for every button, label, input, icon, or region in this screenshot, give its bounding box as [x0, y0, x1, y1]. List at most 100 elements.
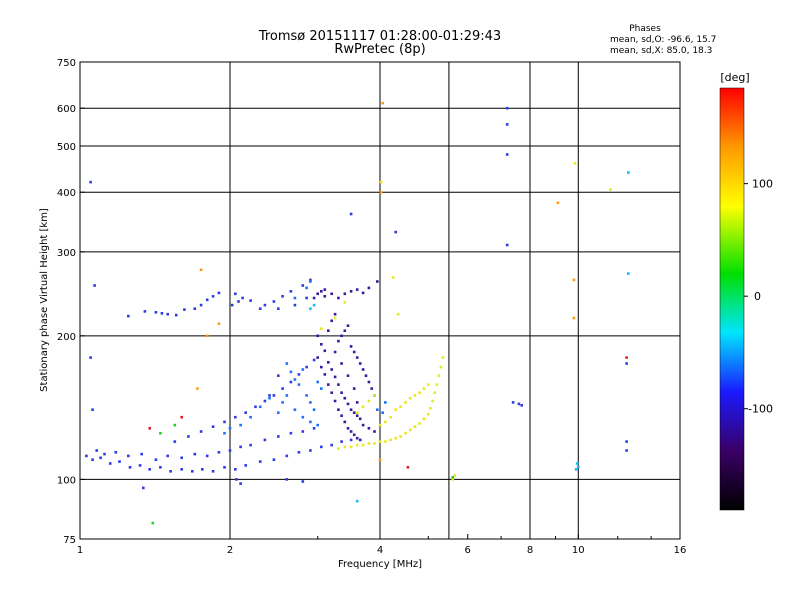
echo-point — [309, 307, 312, 310]
echo-point — [166, 454, 169, 458]
echo-point — [289, 290, 293, 293]
echo-point — [193, 307, 197, 310]
y-tick-label: 300 — [57, 248, 76, 259]
echo-point — [625, 449, 628, 452]
echo-point — [114, 451, 118, 454]
x-tick-label: 6 — [465, 545, 471, 556]
echo-point — [333, 350, 337, 354]
echo-point — [572, 278, 576, 282]
echo-point — [451, 478, 455, 481]
echo-point — [285, 478, 289, 481]
echo-point — [140, 452, 143, 456]
echo-point — [327, 383, 330, 386]
echo-point — [173, 440, 177, 443]
echo-point — [408, 428, 412, 432]
echo-point — [199, 303, 203, 307]
echo-point — [205, 298, 209, 302]
echo-point — [93, 284, 96, 287]
echo-point — [418, 391, 421, 394]
echo-point — [367, 286, 371, 290]
echo-point — [323, 373, 327, 376]
x-axis-label: Frequency [MHz] — [338, 559, 422, 570]
echo-point — [340, 391, 343, 394]
echo-point — [223, 420, 226, 424]
echo-point — [268, 396, 271, 400]
y-axis-label: Stationary phase Virtual Height [km] — [39, 208, 50, 392]
echo-point — [413, 394, 417, 397]
echo-point — [349, 290, 353, 293]
echo-point — [346, 324, 350, 327]
echo-point — [272, 458, 276, 461]
echo-point — [358, 362, 362, 365]
echo-point — [575, 462, 579, 465]
echo-point — [320, 327, 323, 330]
echo-point — [358, 438, 362, 442]
echo-point — [108, 462, 112, 465]
echo-point — [293, 303, 297, 307]
echo-point — [151, 521, 155, 525]
echo-point — [441, 356, 445, 359]
echo-point — [249, 443, 252, 447]
colorbar-tick-label: -100 — [748, 403, 773, 416]
echo-point — [297, 451, 301, 454]
echo-point — [361, 443, 365, 447]
x-tick-label: 16 — [674, 545, 687, 556]
phases-title: Phases — [629, 24, 661, 34]
echo-point — [337, 339, 340, 343]
echo-point — [138, 464, 142, 467]
echo-point — [349, 345, 353, 348]
echo-point — [263, 303, 267, 307]
echo-point — [154, 311, 158, 314]
echo-point — [373, 442, 376, 445]
echo-point — [174, 313, 178, 317]
echo-point — [142, 486, 145, 490]
echo-point — [211, 295, 215, 298]
echo-point — [211, 425, 215, 428]
echo-point — [312, 358, 316, 362]
echo-point — [376, 280, 379, 283]
echo-point — [346, 374, 350, 377]
echo-point — [349, 430, 353, 433]
echo-point — [391, 276, 395, 279]
echo-point — [239, 482, 242, 485]
echo-point — [333, 399, 337, 403]
echo-point — [297, 373, 301, 376]
echo-point — [301, 480, 305, 483]
echo-point — [625, 440, 628, 443]
echo-point — [352, 350, 356, 354]
echo-point — [349, 438, 353, 442]
echo-point — [301, 430, 305, 433]
echo-point — [148, 468, 151, 471]
echo-point — [343, 329, 347, 332]
echo-point — [272, 394, 276, 397]
echo-point — [217, 322, 221, 325]
echo-point — [343, 420, 347, 424]
echo-point — [249, 299, 252, 302]
echo-point — [451, 476, 455, 479]
echo-point — [327, 329, 330, 332]
echo-point — [399, 435, 402, 438]
echo-point — [627, 272, 630, 275]
echo-point — [159, 431, 162, 435]
echo-point — [217, 451, 221, 454]
echo-point — [367, 427, 371, 430]
echo-point — [228, 427, 232, 430]
echo-point — [103, 452, 106, 456]
echo-point — [367, 399, 371, 403]
echo-point — [277, 374, 280, 377]
colorbar-ticks: 100 0 -100 — [744, 178, 773, 416]
echo-point — [361, 423, 365, 427]
echo-point — [297, 383, 301, 386]
echo-point — [312, 427, 316, 430]
echo-point — [384, 401, 387, 404]
y-axis-ticks: 750 600 500 400 300 200 100 75 — [57, 58, 85, 546]
echo-point — [340, 440, 343, 443]
echo-point — [169, 470, 172, 473]
echo-point — [159, 466, 162, 469]
echo-point — [281, 387, 284, 390]
colorbar-unit-label: [deg] — [720, 71, 749, 84]
echo-point — [244, 411, 247, 414]
echo-point — [505, 153, 509, 156]
echo-point — [293, 378, 297, 381]
y-tick-label: 75 — [63, 535, 76, 546]
